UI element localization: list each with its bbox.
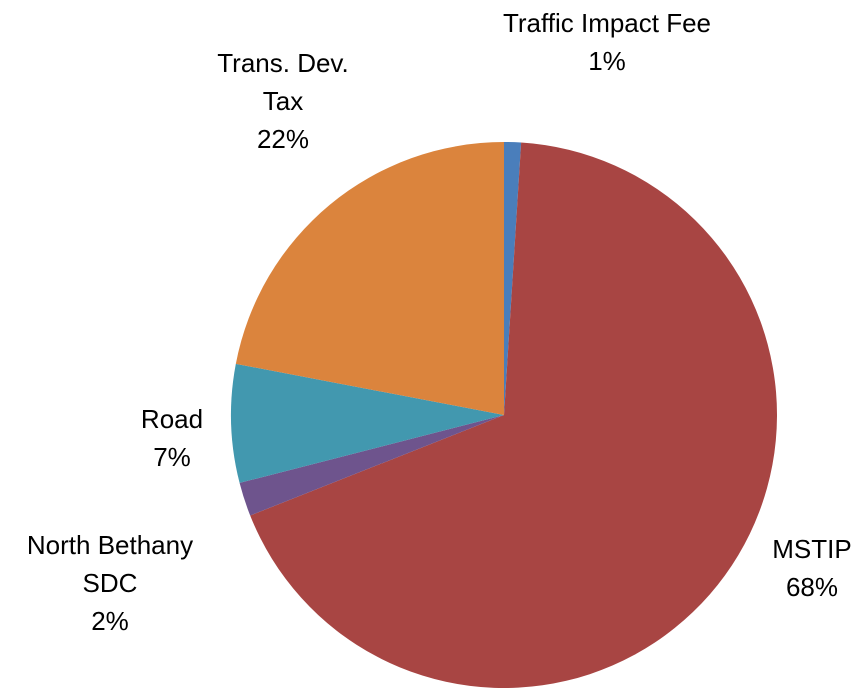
category-label: Trans. Dev. Tax <box>217 48 349 116</box>
slice-label-box: Road 7% <box>112 400 232 476</box>
slice-label: MSTIP 68% <box>752 530 861 606</box>
slice-label: North Bethany SDC 2% <box>25 526 195 640</box>
slice-label-box: Trans. Dev. Tax 22% <box>201 44 366 158</box>
category-label: North Bethany SDC <box>26 530 194 598</box>
value-label: 2% <box>91 606 129 636</box>
category-label: MSTIP <box>772 534 852 564</box>
value-label: 68% <box>785 572 839 602</box>
category-label: Traffic Impact Fee <box>502 8 712 38</box>
pie-slice <box>504 142 522 415</box>
pie-slice <box>250 142 777 688</box>
pie-slice <box>239 415 505 516</box>
category-label: Road <box>140 404 204 434</box>
value-label: 1% <box>588 46 626 76</box>
slice-label-box: MSTIP 68% <box>752 530 861 606</box>
slice-label-box: North Bethany SDC 2% <box>25 526 195 640</box>
slice-label: Traffic Impact Fee 1% <box>502 4 712 80</box>
value-label: 22% <box>256 124 310 154</box>
pie-slice <box>235 141 505 415</box>
slice-label: Trans. Dev. Tax 22% <box>201 44 366 158</box>
slice-label: Road 7% <box>112 400 232 476</box>
value-label: 7% <box>153 442 191 472</box>
slice-label-box: Traffic Impact Fee 1% <box>502 4 712 80</box>
pie-slice <box>231 363 505 483</box>
